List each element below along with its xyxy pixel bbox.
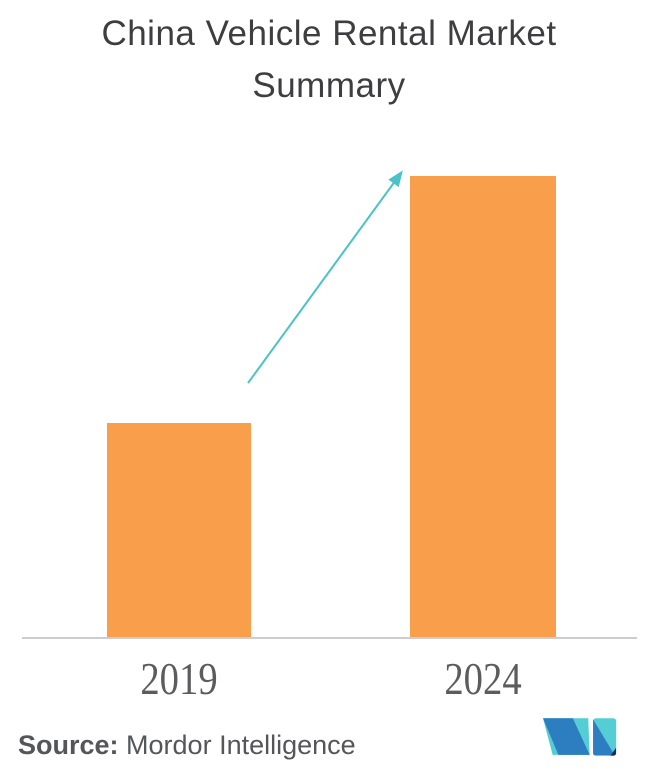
x-tick-label-2024: 2024 — [444, 653, 522, 704]
chart-title-line-2: Summary — [252, 66, 406, 105]
mordor-intelligence-logo — [543, 718, 617, 756]
source-line: Source: Mordor Intelligence — [18, 730, 356, 760]
x-axis-line — [22, 637, 637, 639]
x-tick-label-2019: 2019 — [140, 653, 218, 704]
chart-title: China Vehicle Rental Market Summary — [0, 8, 658, 112]
bar-2024 — [410, 176, 556, 638]
bar-2019 — [107, 423, 251, 638]
source-label: Source: — [18, 730, 119, 760]
source-text: Mordor Intelligence — [126, 730, 356, 760]
chart-title-line-1: China Vehicle Rental Market — [101, 14, 557, 53]
